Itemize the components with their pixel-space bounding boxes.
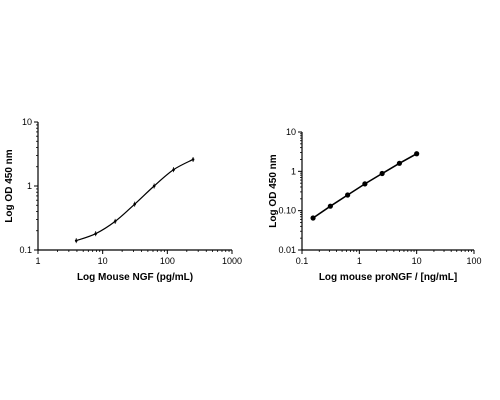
y-tick-label: 1 <box>291 166 296 176</box>
x-tick-label: 1 <box>35 256 40 266</box>
x-tick-label: 1000 <box>222 256 242 266</box>
x-tick-label: 1 <box>357 256 362 266</box>
y-tick-label: 10 <box>286 127 296 137</box>
data-point <box>362 181 368 187</box>
data-point <box>379 170 385 177</box>
y-axis-title: Log OD 450 nm <box>4 149 15 222</box>
y-tick-label: 1 <box>27 181 32 191</box>
x-axis-title: Log mouse proNGF / [ng/mL] <box>319 272 457 283</box>
data-point <box>396 160 403 166</box>
x-tick-label: 10 <box>98 256 108 266</box>
x-tick-label: 100 <box>160 256 175 266</box>
pro-ngf-standard-curve-chart: 0.1 1 10 100 0.01 0.10 1 10 Log mouse proNGF / [… <box>268 127 482 283</box>
y-tick-label: 10 <box>22 117 32 127</box>
y-axis-title: Log OD 450 nm <box>268 154 279 227</box>
y-tick-label: 0.10 <box>278 206 296 216</box>
x-tick-label: 10 <box>412 256 422 266</box>
data-point <box>345 192 351 198</box>
y-tick-label: 0.01 <box>278 245 296 255</box>
x-axis-title: Log Mouse NGF (pg/mL) <box>77 272 193 283</box>
data-point <box>414 151 420 157</box>
y-tick-label: 0.1 <box>19 245 32 255</box>
x-tick-label: 100 <box>466 256 481 266</box>
data-point <box>327 203 333 209</box>
data-point <box>310 215 316 221</box>
x-tick-label: 0.1 <box>296 256 309 266</box>
series-curve <box>76 158 194 242</box>
